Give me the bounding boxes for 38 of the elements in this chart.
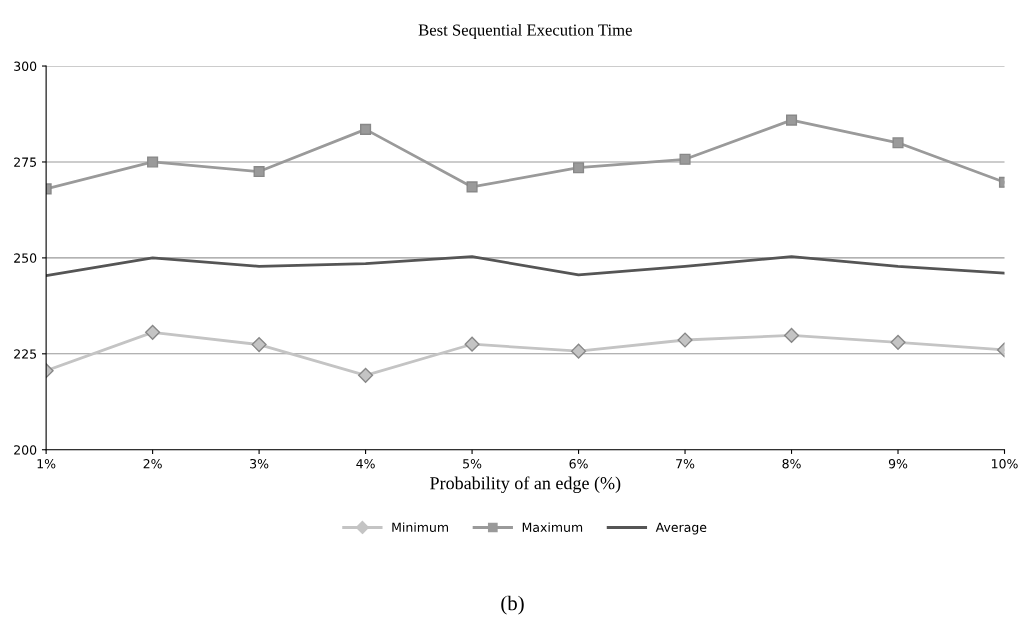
point [251, 337, 267, 353]
legend-label: Minimum [392, 522, 449, 533]
line-series [46, 255, 1005, 277]
chart-title: Best Sequential Execution Time [418, 23, 632, 40]
point [572, 162, 585, 174]
point [783, 327, 800, 343]
x-tick-label: 4% [356, 458, 375, 469]
point [570, 343, 587, 359]
point [147, 156, 159, 168]
legend-label: Average [655, 522, 707, 535]
point [785, 114, 798, 126]
point [464, 336, 480, 352]
x-tick-label: 7% [676, 458, 695, 469]
x-tick-label: 5% [463, 458, 482, 469]
point [679, 153, 691, 165]
text: (b) [501, 595, 524, 615]
x-tick-label: 10% [991, 458, 1018, 469]
point [677, 332, 693, 348]
x-tick-label: 9% [888, 458, 908, 469]
x-tick-label: 6% [569, 458, 588, 469]
x-tick-label: 8% [782, 458, 801, 469]
y-tick-label: 200 [14, 445, 37, 455]
point [466, 181, 478, 193]
point [360, 123, 372, 135]
x-axis-title: Probability of an edge (%) [430, 476, 621, 494]
point [358, 367, 374, 383]
point [253, 166, 265, 178]
point [145, 324, 161, 340]
y-tick-label: 225 [14, 349, 36, 359]
y-tick-label: 300 [14, 61, 37, 71]
x-tick-label: 2% [143, 458, 162, 469]
point [892, 137, 904, 149]
legend-label: Maximum [522, 522, 583, 533]
y-tick-label: 250 [14, 253, 37, 263]
point [890, 334, 906, 350]
x-tick-label: 3% [250, 458, 269, 469]
x-tick-label: 1% [37, 458, 56, 469]
y-tick-label: 275 [14, 157, 36, 167]
